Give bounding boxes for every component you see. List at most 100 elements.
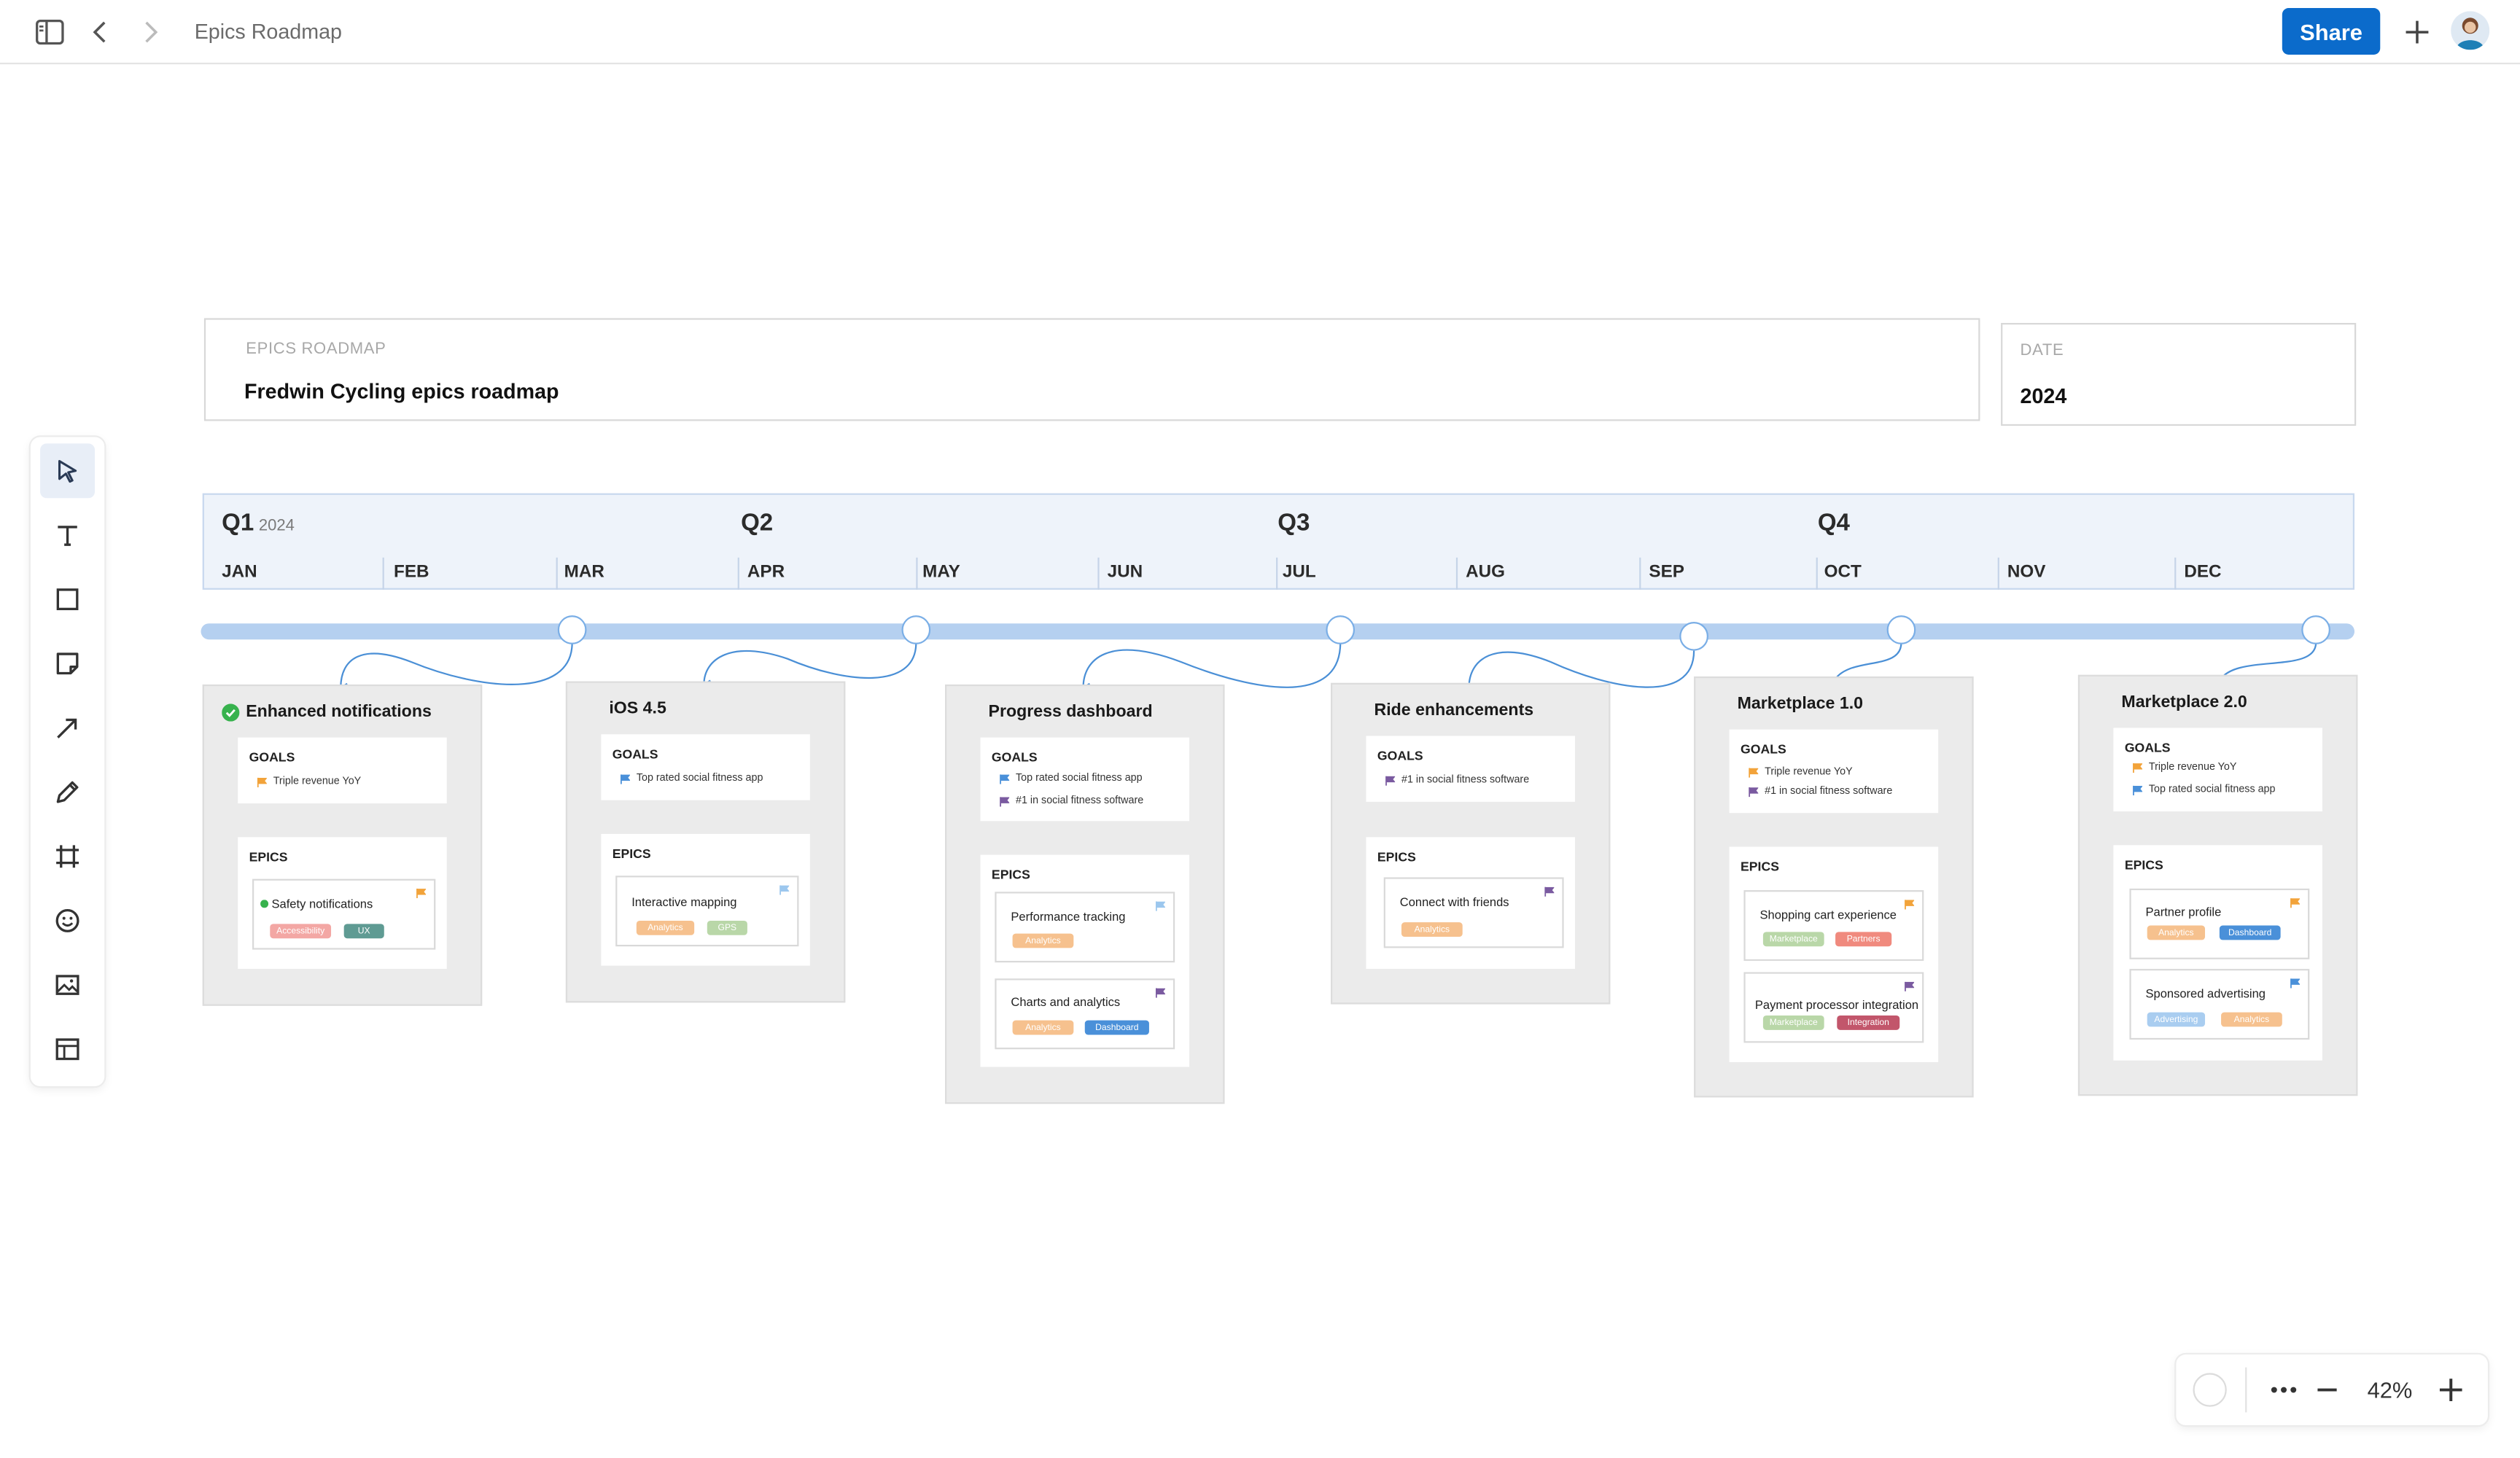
goals-box: GOALS Triple revenue YoY — [238, 737, 447, 804]
text-tool[interactable] — [40, 507, 95, 562]
rectangle-icon — [56, 588, 79, 611]
tag: Advertising — [2147, 1012, 2206, 1027]
milestone-card[interactable]: Marketplace 1.0 GOALS Triple revenue YoY… — [1694, 676, 1974, 1098]
milestone-node[interactable] — [557, 615, 587, 644]
emoji-tool[interactable] — [40, 893, 95, 948]
goals-box: GOALS Triple revenue YoY Top rated socia… — [2113, 728, 2322, 812]
more-options-icon[interactable] — [2263, 1374, 2304, 1406]
select-tool[interactable] — [40, 443, 96, 499]
goal-item: Top rated social fitness app — [2133, 784, 2276, 795]
template-tool[interactable] — [40, 1022, 95, 1077]
tag: Integration — [1837, 1015, 1900, 1030]
month-label: AUG — [1466, 562, 1506, 582]
epic-card[interactable]: Partner profile Analytics Dashboard — [2129, 888, 2310, 959]
zoom-level[interactable]: 42% — [2367, 1376, 2413, 1403]
goal-item: Triple revenue YoY — [1749, 766, 1853, 778]
zoom-out-icon[interactable] — [2314, 1374, 2340, 1406]
frame-tool[interactable] — [40, 829, 95, 884]
epic-card[interactable]: Payment processor integration Marketplac… — [1743, 972, 1924, 1043]
connector-line — [339, 642, 573, 693]
connector-line — [1081, 642, 1342, 693]
milestone-card[interactable]: Marketplace 2.0 GOALS Triple revenue YoY… — [2077, 674, 2358, 1096]
tag: Analytics — [1012, 1020, 1074, 1035]
sticky-note-tool[interactable] — [40, 636, 95, 691]
goals-heading: GOALS — [249, 750, 295, 765]
flag-icon — [2133, 762, 2143, 773]
epics-heading: EPICS — [1377, 849, 1416, 865]
milestone-node[interactable] — [2301, 615, 2330, 644]
epic-card[interactable]: Sponsored advertising Advertising Analyt… — [2129, 969, 2310, 1040]
goal-item: Triple revenue YoY — [257, 776, 361, 787]
tag: Accessibility — [270, 924, 332, 939]
milestone-card[interactable]: iOS 4.5 GOALS Top rated social fitness a… — [565, 681, 846, 1003]
goals-heading: GOALS — [612, 746, 658, 762]
arrow-tool[interactable] — [40, 701, 95, 755]
milestone-node[interactable] — [1326, 615, 1356, 644]
epics-heading: EPICS — [249, 849, 288, 865]
epic-card[interactable]: Charts and analytics Analytics Dashboard — [995, 978, 1175, 1050]
milestone-card[interactable]: Ride enhancements GOALS #1 in social fit… — [1330, 682, 1611, 1005]
roadmap-title-card[interactable]: EPICS ROADMAP Fredwin Cycling epics road… — [203, 318, 1980, 421]
flag-icon — [1544, 886, 1555, 897]
flag-icon — [1000, 773, 1010, 784]
month-label: JUN — [1107, 562, 1143, 582]
document-title[interactable]: Epics Roadmap — [194, 19, 342, 44]
milestone-node[interactable] — [1679, 621, 1708, 651]
epic-card[interactable]: Performance tracking Analytics — [995, 892, 1175, 963]
quarter-label-q1: Q1 2024 — [222, 509, 295, 537]
color-swatch[interactable] — [2192, 1373, 2227, 1407]
forward-icon[interactable] — [135, 16, 167, 48]
milestone-card[interactable]: Progress dashboard GOALS Top rated socia… — [945, 684, 1225, 1104]
image-tool[interactable] — [40, 958, 95, 1013]
add-icon[interactable] — [2401, 16, 2433, 48]
goals-heading: GOALS — [991, 750, 1038, 765]
frame-icon — [56, 845, 79, 868]
pen-tool[interactable] — [40, 765, 95, 819]
goal-item: Triple revenue YoY — [2133, 762, 2236, 773]
epics-box: EPICS Shopping cart experience Marketpla… — [1729, 846, 1939, 1062]
month-label: MAY — [922, 562, 960, 582]
milestone-card[interactable]: Enhanced notifications GOALS Triple reve… — [202, 684, 483, 1006]
user-avatar[interactable] — [2451, 11, 2490, 50]
epic-card[interactable]: Connect with friends Analytics — [1383, 877, 1564, 948]
card-title: Progress dashboard — [988, 702, 1153, 722]
flag-icon — [1155, 901, 1165, 911]
flag-icon — [1385, 775, 1396, 785]
month-divider — [382, 557, 384, 590]
goal-item: #1 in social fitness software — [1385, 774, 1529, 786]
epic-card[interactable]: Safety notifications Accessibility UX — [252, 878, 436, 950]
shape-tool[interactable] — [40, 572, 95, 627]
tag: Marketplace — [1762, 932, 1824, 947]
roadmap-label: EPICS ROADMAP — [246, 340, 386, 359]
flag-icon — [1749, 767, 1759, 777]
arrow-icon — [57, 718, 77, 738]
card-title: Ride enhancements — [1374, 700, 1534, 720]
month-label: NOV — [2007, 562, 2046, 582]
month-divider — [556, 557, 558, 590]
month-label: DEC — [2184, 562, 2222, 582]
epic-card[interactable]: Interactive mapping Analytics GPS — [615, 876, 799, 947]
share-button[interactable]: Share — [2282, 8, 2381, 55]
sticky-note-icon — [56, 652, 79, 675]
goals-heading: GOALS — [1741, 742, 1786, 757]
sidebar-toggle-icon[interactable] — [34, 16, 66, 48]
epic-name: Charts and analytics — [1011, 994, 1121, 1010]
milestone-node[interactable] — [1886, 615, 1916, 644]
epic-name: Payment processor integration — [1754, 997, 1919, 1013]
zoom-in-icon[interactable] — [2436, 1374, 2465, 1406]
card-title: Marketplace 2.0 — [2121, 692, 2247, 712]
card-title: Marketplace 1.0 — [1737, 694, 1864, 714]
text-icon — [58, 526, 77, 546]
goals-box: GOALS Triple revenue YoY #1 in social fi… — [1729, 729, 1939, 814]
date-card[interactable]: DATE 2024 — [2001, 323, 2357, 426]
back-icon[interactable] — [84, 16, 116, 48]
goal-item: #1 in social fitness software — [1749, 786, 1892, 797]
epic-card[interactable]: Shopping cart experience Marketplace Par… — [1743, 890, 1924, 962]
flag-icon — [779, 885, 790, 895]
tag: GPS — [707, 920, 747, 935]
flag-icon — [2290, 898, 2301, 908]
tag: Marketplace — [1762, 1015, 1824, 1030]
milestone-node[interactable] — [901, 615, 931, 644]
goal-item: Top rated social fitness app — [621, 773, 763, 784]
